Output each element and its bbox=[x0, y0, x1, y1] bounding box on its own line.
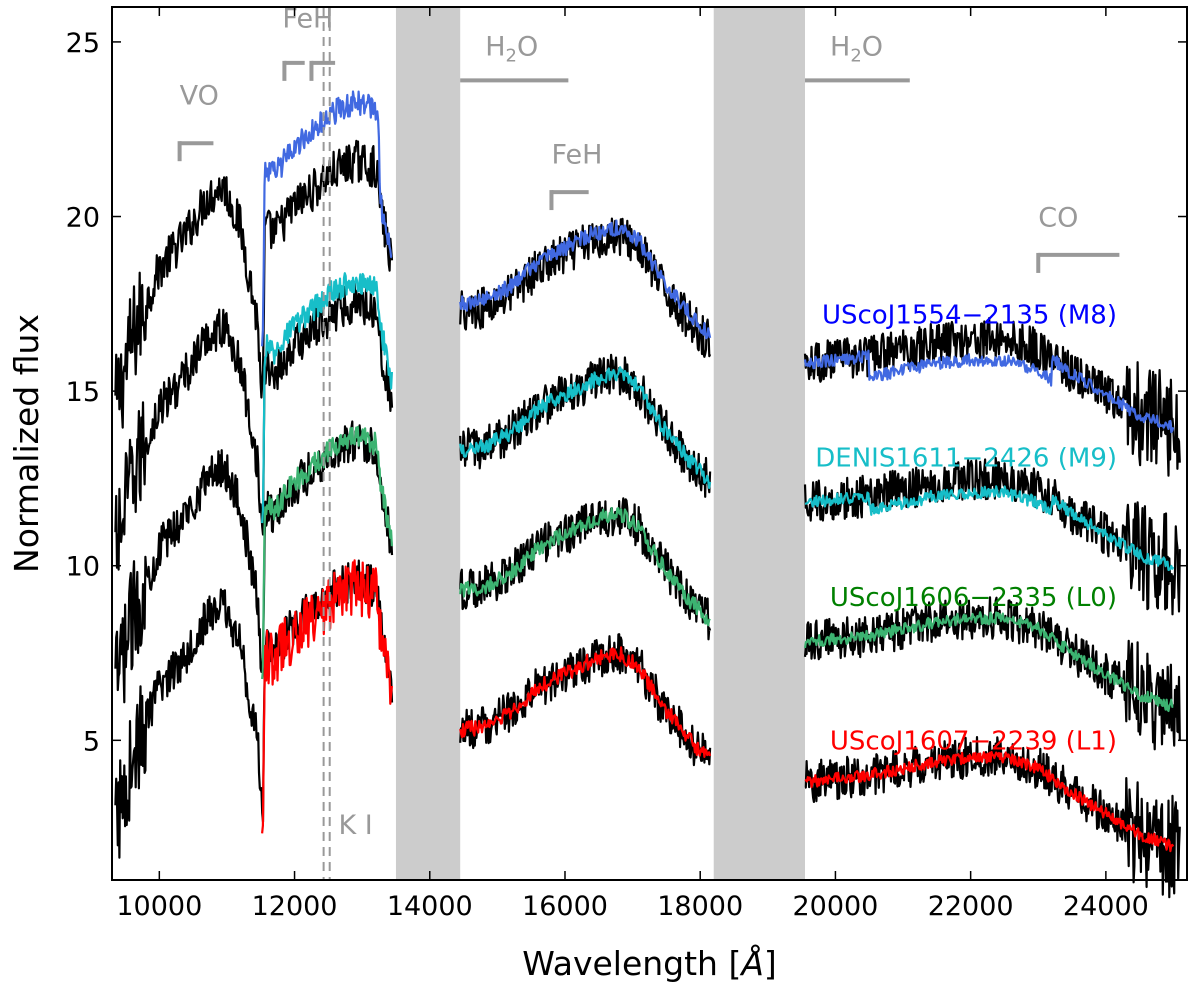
feature-label: FeH bbox=[551, 140, 602, 171]
feature-h2o: H2O bbox=[805, 31, 910, 83]
masked-region-0 bbox=[395, 7, 461, 880]
series-uscoj1606-2335-l0- bbox=[114, 420, 1181, 751]
feature-co: CO bbox=[1036, 203, 1120, 273]
y-tick-label: 15 bbox=[66, 377, 100, 408]
x-tick-label: 14000 bbox=[387, 891, 473, 922]
feature-label: H2O bbox=[485, 31, 538, 66]
series-uscoj1554-2135-m8- bbox=[114, 90, 1181, 477]
x-tick-label: 20000 bbox=[792, 891, 878, 922]
series-label: DENIS1611−2426 (M9) bbox=[815, 443, 1117, 473]
object-spectrum-line bbox=[261, 272, 1175, 571]
feature-vo: VO bbox=[177, 80, 219, 162]
object-spectrum-line bbox=[261, 90, 1175, 434]
series-labels: UScoJ1554−2135 (M8) DENIS1611−2426 (M9) US… bbox=[815, 300, 1117, 756]
spectral-features: VO FeH K I H2O FeH H2O CO bbox=[177, 3, 1120, 880]
x-tick-label: 18000 bbox=[657, 891, 743, 922]
x-axis-ticks: 10000 12000 14000 16000 18000 20000 22000 24000 bbox=[116, 7, 1149, 922]
y-tick-label: 20 bbox=[66, 203, 100, 234]
y-tick-label: 5 bbox=[83, 726, 100, 757]
feature-label: FeH bbox=[282, 3, 333, 34]
y-axis-label: Normalized flux bbox=[7, 314, 46, 573]
feature-feh: FeH bbox=[282, 3, 336, 81]
y-tick-label: 10 bbox=[66, 552, 100, 583]
x-tick-label: 12000 bbox=[252, 891, 338, 922]
feature-label: CO bbox=[1038, 203, 1078, 234]
y-axis-ticks: 5 10 15 20 25 bbox=[66, 28, 1187, 757]
object-spectrum-line bbox=[261, 425, 1174, 712]
feature-k-i: K I bbox=[322, 7, 373, 880]
series-uscoj1607-2239-l1- bbox=[114, 559, 1181, 899]
feature-label: H2O bbox=[830, 31, 883, 66]
feature-h2o: H2O bbox=[460, 31, 569, 83]
series-label: UScoJ1607−2239 (L1) bbox=[830, 726, 1117, 756]
series-label: UScoJ1554−2135 (M8) bbox=[822, 300, 1117, 330]
object-spectrum-line bbox=[261, 559, 1175, 853]
plot-frame bbox=[111, 6, 1188, 881]
feature-feh: FeH bbox=[549, 140, 602, 211]
x-axis-label: Wavelength [Å] bbox=[522, 943, 777, 983]
template-spectrum-line bbox=[114, 139, 1181, 477]
x-tick-label: 24000 bbox=[1063, 891, 1149, 922]
x-tick-label: 10000 bbox=[116, 891, 202, 922]
x-tick-label: 16000 bbox=[522, 891, 608, 922]
x-tick-label: 22000 bbox=[928, 891, 1014, 922]
series-denis1611-2426-m9- bbox=[114, 272, 1181, 616]
y-tick-label: 25 bbox=[66, 28, 100, 59]
feature-label: VO bbox=[180, 80, 219, 111]
series-label: UScoJ1606−2335 (L0) bbox=[830, 583, 1117, 613]
masked-regions bbox=[395, 7, 806, 880]
spectra-series bbox=[114, 90, 1181, 899]
feature-label: K I bbox=[338, 810, 372, 841]
masked-region-1 bbox=[713, 7, 806, 880]
